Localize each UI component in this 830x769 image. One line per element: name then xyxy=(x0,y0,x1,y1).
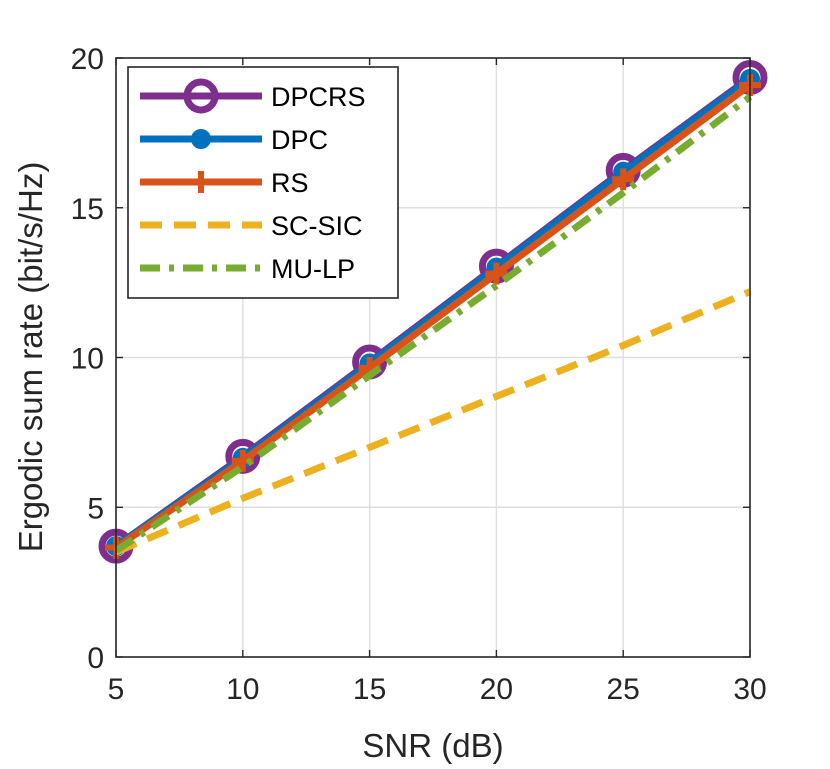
series-sc-sic xyxy=(114,288,752,556)
legend-item-sc-sic: SC-SIC xyxy=(140,211,363,241)
legend-marker xyxy=(191,129,211,149)
legend-label: DPCRS xyxy=(271,82,366,112)
legend-item-rs: RS xyxy=(140,168,309,198)
y-tick-label: 20 xyxy=(71,43,104,76)
y-axis-label: Ergodic sum rate (bit/s/Hz) xyxy=(12,162,49,553)
legend-marker xyxy=(183,78,219,114)
series-mu-lp xyxy=(114,94,753,554)
y-tick-label: 0 xyxy=(87,642,104,675)
series-layer xyxy=(98,59,768,564)
x-tick-label: 15 xyxy=(353,673,386,706)
legend-item-dpcrs: DPCRS xyxy=(140,78,366,114)
x-axis-label: SNR (dB) xyxy=(362,727,503,764)
x-tick-label: 20 xyxy=(480,673,513,706)
legend-label: MU-LP xyxy=(271,254,355,284)
legend-marker xyxy=(190,171,212,193)
x-tick-label: 5 xyxy=(108,673,125,706)
legend-item-mu-lp: MU-LP xyxy=(140,254,355,284)
y-tick-label: 15 xyxy=(71,193,104,226)
x-tick-label: 25 xyxy=(607,673,640,706)
x-tick-label: 30 xyxy=(733,673,766,706)
legend-label: RS xyxy=(271,168,309,198)
legend-label: DPC xyxy=(271,125,328,155)
data-point-rs xyxy=(485,262,508,285)
legend-label: SC-SIC xyxy=(271,211,363,241)
legend-item-dpc: DPC xyxy=(140,125,328,155)
series-line-mu-lp xyxy=(114,94,753,554)
y-tick-label: 10 xyxy=(71,343,104,376)
series-line-rs xyxy=(114,82,753,551)
series-line-sc-sic xyxy=(114,288,752,556)
x-tick-label: 10 xyxy=(226,673,259,706)
data-point-rs xyxy=(612,168,635,191)
y-tick-label: 5 xyxy=(87,492,104,525)
